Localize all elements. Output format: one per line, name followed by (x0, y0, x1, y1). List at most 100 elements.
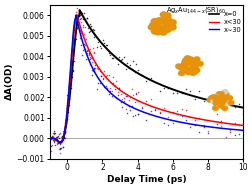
Circle shape (180, 61, 187, 67)
Point (135, 91, 139, 94)
Point (232, 105, 236, 108)
Circle shape (212, 97, 218, 103)
Circle shape (220, 97, 227, 103)
Circle shape (218, 95, 225, 100)
Point (91, 47, 95, 50)
Point (106, 74, 110, 77)
Point (126, 105, 130, 108)
Circle shape (222, 92, 229, 97)
Point (54, 136, 58, 139)
Point (96, 40, 100, 43)
Point (73, 37, 77, 40)
Point (90, 29, 94, 33)
Point (84, 48, 88, 51)
Point (72, 21, 76, 24)
Circle shape (152, 22, 161, 28)
Circle shape (180, 64, 188, 69)
Point (76, 21, 80, 24)
Circle shape (151, 25, 160, 31)
Point (70, 41, 74, 44)
Circle shape (214, 95, 220, 100)
Point (68, 80, 72, 83)
Point (103, 84, 107, 87)
Point (65, 113, 69, 116)
Circle shape (187, 66, 194, 72)
Circle shape (217, 103, 224, 108)
Point (240, 113, 244, 116)
Circle shape (221, 89, 228, 94)
Point (197, 130, 201, 133)
Circle shape (159, 11, 167, 18)
Point (192, 98, 196, 101)
Point (197, 116, 201, 119)
Point (63, 129, 67, 132)
Point (58, 143, 62, 146)
Point (59, 140, 63, 143)
Point (100, 39, 104, 42)
Point (205, 132, 209, 135)
Point (86, 30, 90, 33)
Circle shape (222, 94, 229, 100)
Point (179, 114, 183, 117)
Circle shape (188, 70, 196, 76)
Point (66, 97, 70, 100)
Point (124, 94, 129, 97)
Circle shape (180, 62, 188, 68)
Point (51, 141, 55, 144)
Circle shape (184, 69, 191, 75)
Point (126, 98, 130, 101)
Point (56, 142, 60, 145)
Point (77, 21, 81, 24)
Point (83, 44, 87, 47)
Point (97, 44, 101, 47)
Point (75, 17, 79, 20)
Point (115, 63, 119, 66)
Point (58, 132, 62, 135)
Point (61, 129, 65, 132)
Point (97, 70, 101, 73)
Point (52, 131, 56, 134)
X-axis label: Delay Time (ps): Delay Time (ps) (106, 175, 185, 184)
Point (112, 54, 116, 57)
Point (214, 112, 218, 115)
Point (135, 68, 139, 71)
Point (96, 82, 100, 85)
Point (80, 18, 84, 21)
Circle shape (177, 70, 184, 76)
Point (166, 123, 170, 126)
Point (50, 135, 54, 138)
Circle shape (186, 68, 193, 74)
Point (87, 54, 91, 57)
Point (129, 88, 133, 91)
Point (72, 59, 76, 62)
Point (88, 57, 92, 60)
Point (205, 129, 209, 132)
Point (60, 146, 64, 149)
Point (227, 129, 231, 132)
Point (79, 16, 83, 19)
Point (175, 109, 179, 112)
Point (135, 100, 139, 103)
Point (50, 137, 54, 140)
Point (96, 68, 100, 71)
Circle shape (149, 22, 157, 28)
Point (106, 51, 110, 54)
Point (223, 104, 227, 107)
Point (60, 135, 64, 138)
Point (179, 108, 183, 111)
Point (72, 43, 76, 46)
Point (77, 29, 81, 32)
Legend: x=0, x<30, x∼30: x=0, x<30, x∼30 (208, 11, 241, 33)
Point (94, 67, 98, 70)
Point (170, 122, 174, 125)
Circle shape (182, 68, 190, 74)
Point (68, 68, 72, 71)
Circle shape (155, 18, 163, 25)
Point (90, 68, 94, 71)
Point (85, 49, 89, 52)
Point (162, 87, 166, 90)
Point (79, 29, 83, 32)
Point (49, 149, 53, 153)
Point (64, 122, 68, 125)
Point (201, 100, 205, 103)
